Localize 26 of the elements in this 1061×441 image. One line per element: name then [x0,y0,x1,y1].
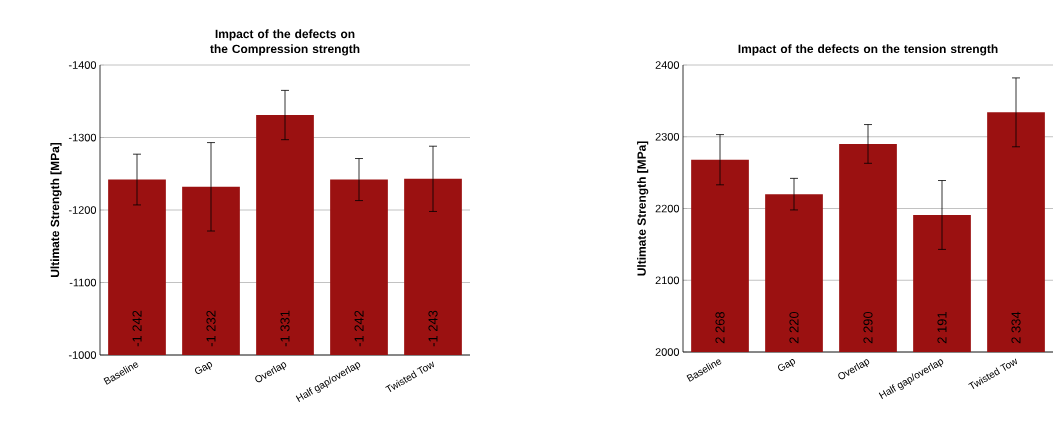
y-tick-label: 2200 [655,204,680,213]
data-label: 2 290 [863,311,873,344]
data-label: -1 242 [132,310,142,347]
y-tick-label: -1400 [68,61,97,69]
y-axis-title: Ultimate Strength [MPa] [50,142,62,278]
x-tick-label: Gap [194,362,213,374]
data-label: -1 331 [280,310,290,347]
x-tick-label: Gap [778,359,796,371]
data-label: 2 268 [715,311,725,344]
y-tick-label: -1100 [69,278,97,287]
y-tick-label: 2300 [655,132,680,141]
y-tick-label: 2000 [655,348,680,356]
chart-title: Impact of the defects on the Compression strength [210,29,360,56]
data-label: -1 232 [206,310,216,347]
y-tick-label: 2100 [655,276,680,285]
y-tick-label: 2400 [655,61,680,69]
y-tick-label: -1200 [68,206,97,214]
data-label: 2 334 [1011,311,1021,344]
data-label: 2 191 [937,312,947,344]
data-label: 2 220 [789,311,799,344]
data-label: -1 243 [428,310,438,347]
y-tick-label: -1300 [68,133,97,142]
y-tick-label: -1000 [68,351,97,359]
y-axis-title: Ultimate Strength [MPa] [637,141,649,276]
data-label: -1 242 [354,310,364,347]
chart-title: Impact of the defects on the tension strength [738,44,998,56]
